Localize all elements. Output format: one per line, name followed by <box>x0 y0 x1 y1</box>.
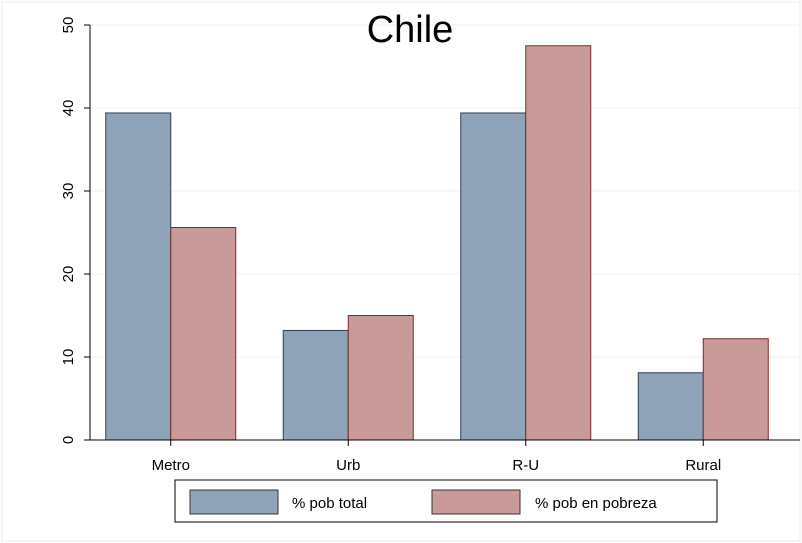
x-category-labels: Metro Urb R-U Rural <box>152 440 721 474</box>
bar-r-u-series-1 <box>525 45 592 441</box>
x-category-label-rural: Rural <box>685 457 721 474</box>
y-tick-label-40: 40 <box>60 100 77 117</box>
legend-label-pob-total: % pob total <box>292 495 367 512</box>
x-category-label-urb: Urb <box>336 457 360 474</box>
y-tick-label-0: 0 <box>60 436 77 444</box>
y-ticks: 0 10 20 30 40 50 <box>60 17 90 444</box>
bar-urb-series-1 <box>347 315 414 441</box>
bar-rural-series-0 <box>637 372 704 441</box>
y-tick-label-10: 10 <box>60 349 77 366</box>
legend-swatch-pob-total <box>189 489 279 515</box>
bar-metro-series-1 <box>170 227 237 441</box>
x-category-label-r-u: R-U <box>512 457 539 474</box>
x-category-label-metro: Metro <box>152 457 190 474</box>
bar-r-u-series-0 <box>460 112 527 441</box>
bars <box>105 45 769 441</box>
y-tick-label-50: 50 <box>60 17 77 34</box>
legend-label-pob-en-pobreza: % pob en pobreza <box>535 495 657 512</box>
bar-metro-series-0 <box>105 112 172 441</box>
bar-rural-series-1 <box>702 338 769 441</box>
y-tick-label-30: 30 <box>60 183 77 200</box>
legend: % pob total % pob en pobreza <box>174 479 718 523</box>
legend-swatch-pob-en-pobreza <box>431 489 521 515</box>
chart-title: Chile <box>367 9 454 51</box>
bar-urb-series-0 <box>282 329 349 441</box>
y-tick-label-20: 20 <box>60 266 77 283</box>
